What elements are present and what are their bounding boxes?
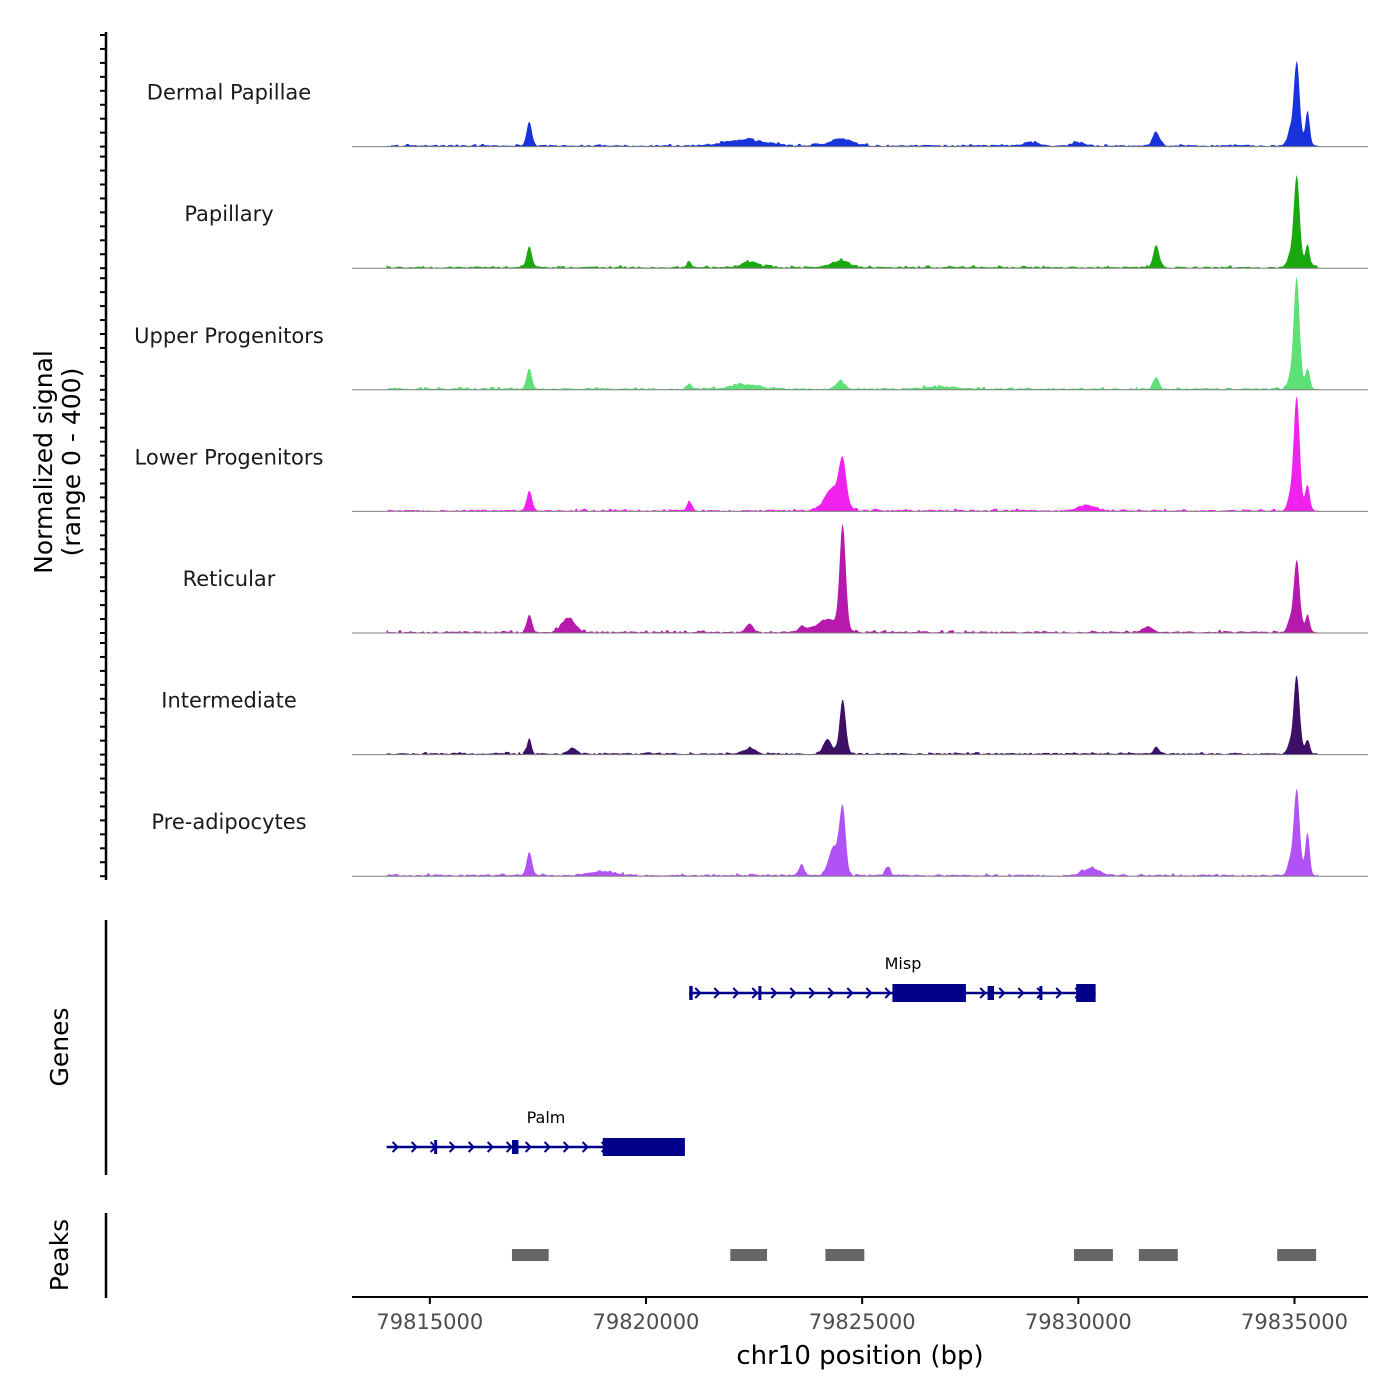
strand-arrow xyxy=(581,1141,590,1153)
track-reticular: Reticular xyxy=(183,525,1368,634)
strand-arrow xyxy=(808,987,816,999)
strand-arrow xyxy=(732,987,740,999)
gene-exon xyxy=(758,986,762,1000)
strand-arrow xyxy=(846,987,854,999)
strand-arrow xyxy=(827,987,835,999)
x-axis-ticks: 79815000 79820000 79825000 79830000 79835000 xyxy=(376,1297,1348,1334)
x-tick-label: 79820000 xyxy=(593,1310,700,1334)
gene-misp: Misp xyxy=(689,954,1096,1002)
track-label: Lower Progenitors xyxy=(135,445,324,469)
strand-arrow xyxy=(543,1141,552,1153)
x-tick-label: 79815000 xyxy=(376,1310,483,1334)
signal-area xyxy=(386,60,1319,147)
peak-region xyxy=(825,1249,865,1261)
signal-area xyxy=(386,276,1319,390)
signal-area xyxy=(386,396,1319,512)
strand-arrow xyxy=(789,987,797,999)
strand-arrow xyxy=(486,1141,495,1153)
gene-exon xyxy=(602,1138,685,1156)
signal-area xyxy=(386,675,1319,755)
x-tick-label: 79825000 xyxy=(809,1310,916,1334)
track-label: Reticular xyxy=(183,567,276,591)
gene-exon xyxy=(987,986,995,1000)
track-label: Papillary xyxy=(184,202,273,226)
gene-exon xyxy=(511,1140,519,1154)
signal-area xyxy=(386,525,1319,633)
strand-arrow xyxy=(884,987,892,999)
peak-region xyxy=(1074,1249,1113,1261)
strand-arrow xyxy=(979,987,987,999)
gene-exon xyxy=(434,1140,438,1154)
track-papillary: Papillary xyxy=(184,174,1368,269)
genes-panel-label: Genes xyxy=(45,1007,74,1086)
x-tick-label: 79835000 xyxy=(1241,1310,1348,1334)
track-label: Intermediate xyxy=(161,689,297,713)
track-intermediate: Intermediate xyxy=(161,675,1368,756)
signal-y-axis-title: Normalized signal (range 0 - 400) xyxy=(29,350,86,574)
strand-arrow xyxy=(524,1141,533,1153)
strand-arrow xyxy=(467,1141,476,1153)
gene-exon xyxy=(1039,986,1043,1000)
track-lower-progenitors: Lower Progenitors xyxy=(135,396,1368,512)
strand-arrow xyxy=(1055,987,1063,999)
peak-region xyxy=(1277,1249,1317,1261)
gene-exon xyxy=(1076,984,1096,1002)
signal-tracks: Dermal Papillae Papillary Upper Progenitor… xyxy=(134,60,1368,877)
track-label: Upper Progenitors xyxy=(134,324,324,348)
signal-y-axis xyxy=(100,32,108,880)
strand-arrow xyxy=(751,987,759,999)
peak-region xyxy=(1138,1249,1178,1261)
track-dermal-papillae: Dermal Papillae xyxy=(147,60,1368,148)
gene-name: Misp xyxy=(885,954,922,973)
gene-annotation-panel: Misp Palm xyxy=(386,954,1096,1156)
strand-arrow xyxy=(1017,987,1025,999)
signal-y-axis-title-line-1: Normalized signal xyxy=(29,350,58,574)
strand-arrow xyxy=(410,1141,419,1153)
gene-palm: Palm xyxy=(386,1108,685,1156)
signal-area xyxy=(386,174,1319,269)
strand-arrow xyxy=(694,987,702,999)
strand-arrow xyxy=(865,987,873,999)
strand-arrow xyxy=(713,987,721,999)
strand-arrow xyxy=(562,1141,571,1153)
x-axis-title: chr10 position (bp) xyxy=(736,1341,983,1371)
peak-region-panel xyxy=(511,1249,1317,1261)
peak-region xyxy=(730,1249,768,1261)
strand-arrow xyxy=(448,1141,457,1153)
peaks-panel-label: Peaks xyxy=(45,1219,74,1291)
strand-arrow xyxy=(391,1141,400,1153)
signal-y-axis-title-line-2: (range 0 - 400) xyxy=(57,368,86,557)
x-tick-label: 79830000 xyxy=(1025,1310,1132,1334)
track-upper-progenitors: Upper Progenitors xyxy=(134,276,1368,391)
gene-name: Palm xyxy=(527,1108,566,1127)
strand-arrow xyxy=(998,987,1006,999)
gene-exon xyxy=(689,986,693,1000)
strand-arrow xyxy=(505,1141,514,1153)
strand-arrow xyxy=(770,987,778,999)
track-label: Dermal Papillae xyxy=(147,81,311,105)
gene-exon xyxy=(892,984,966,1002)
track-label: Pre-adipocytes xyxy=(151,810,306,834)
peak-region xyxy=(511,1249,549,1261)
signal-area xyxy=(386,788,1319,877)
track-pre-adipocytes: Pre-adipocytes xyxy=(151,788,1368,877)
